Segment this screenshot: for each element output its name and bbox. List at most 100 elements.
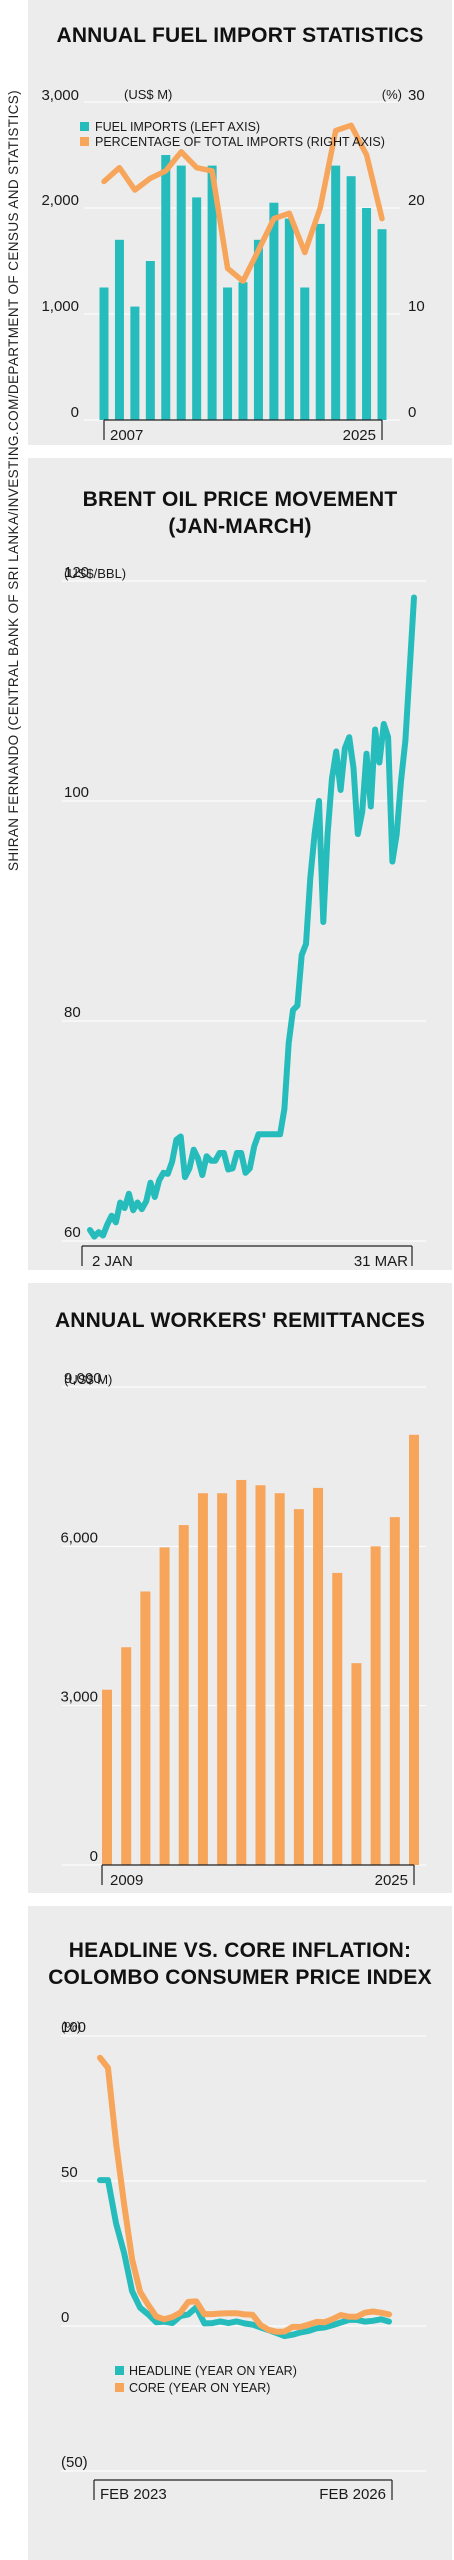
bar-remittances (255, 1485, 266, 1865)
y-axis-tick-label: 50 (61, 2164, 78, 2181)
legend-label-core: CORE (YEAR ON YEAR) (129, 2381, 270, 2395)
x-axis-tick-label: 2007 (110, 427, 143, 444)
bar-remittances (351, 1663, 362, 1865)
bar-remittances (370, 1546, 381, 1865)
legend-label-percentage: PERCENTAGE OF TOTAL IMPORTS (RIGHT AXIS) (95, 135, 385, 149)
bar-fuel-imports (130, 306, 140, 420)
bar-fuel-imports (331, 165, 341, 420)
left-axis-tick-label: 3,000 (41, 87, 79, 104)
left-axis-tick-label: 0 (71, 404, 79, 421)
bar-fuel-imports (300, 287, 310, 420)
plot-area: 0 1,000 2,000 3,000 0 10 20 30 2007 2025 (41, 87, 424, 444)
legend-swatch-headline (115, 2366, 124, 2375)
y-axis-tick-label: 0 (61, 2309, 69, 2326)
chart-title-line-2: (JAN-MARCH) (168, 515, 311, 538)
bar-fuel-imports (114, 239, 124, 420)
y-axis-tick-label: 60 (64, 1224, 81, 1241)
bar-remittances (159, 1547, 170, 1865)
line-headline-inflation (97, 2177, 392, 2340)
x-axis-tick-label: 31 MAR (354, 1253, 408, 1270)
bar-remittances (389, 1517, 400, 1865)
brent-oil-chart: BRENT OIL PRICE MOVEMENT (JAN-MARCH) (US… (62, 488, 426, 1270)
y-axis-tick-label: 80 (64, 1004, 81, 1021)
bar-fuel-imports (284, 218, 294, 420)
y-axis-tick-label: 9,000 (64, 1370, 102, 1387)
chart-title-line-1: BRENT OIL PRICE MOVEMENT (83, 488, 398, 511)
x-axis-tick-label: 2009 (110, 1872, 143, 1889)
inflation-chart: HEADLINE VS. CORE INFLATION: COLOMBO CON… (48, 1939, 432, 2503)
x-axis-tick-label: FEB 2023 (100, 2486, 167, 2503)
legend-swatch-percentage (80, 137, 89, 146)
left-axis-tick-label: 2,000 (41, 192, 79, 209)
bar-remittances (217, 1493, 228, 1865)
x-axis-tick-label: 2025 (343, 427, 376, 444)
bar-fuel-imports (362, 208, 372, 420)
y-axis-tick-label: 100 (64, 784, 89, 801)
bar-fuel-imports (192, 197, 202, 420)
bar-remittances (140, 1591, 151, 1865)
source-credit: SHIRAN FERNANDO (CENTRAL BANK OF SRI LAN… (6, 89, 21, 871)
chart-title-line-1: HEADLINE VS. CORE INFLATION: (69, 1939, 411, 1962)
plot-area: 60 80 100 120 2 JAN 31 MAR (62, 564, 426, 1270)
line-core-inflation (97, 2054, 392, 2335)
y-axis-tick-label: 6,000 (60, 1529, 98, 1546)
bar-fuel-imports (99, 287, 109, 420)
bar-remittances (313, 1487, 324, 1865)
y-axis-unit: (US$ M) (64, 1372, 112, 1387)
fuel-import-chart: ANNUAL FUEL IMPORT STATISTICS (US$ M) (%… (41, 24, 424, 444)
inflation-chart-panel: HEADLINE VS. CORE INFLATION: COLOMBO CON… (28, 1906, 452, 2560)
legend: FUEL IMPORTS (LEFT AXIS) PERCENTAGE OF T… (80, 120, 385, 149)
right-axis-tick-label: 0 (408, 404, 416, 421)
remittances-chart: ANNUAL WORKERS' REMITTANCES (US$ M) 0 3,0… (55, 1309, 426, 1889)
y-axis-tick-label: 100 (61, 2019, 86, 2036)
bar-fuel-imports (377, 229, 387, 420)
bar-remittances (197, 1493, 208, 1865)
bar-fuel-imports (223, 287, 233, 420)
plot-area: 0 3,000 6,000 9,000 2009 2025 (60, 1370, 426, 1889)
bar-fuel-imports (253, 239, 263, 420)
bar-remittances (102, 1689, 112, 1865)
line-brent-price (87, 594, 417, 1240)
x-axis-tick-label: 2 JAN (92, 1253, 133, 1270)
chart-title: ANNUAL WORKERS' REMITTANCES (55, 1309, 425, 1332)
legend-swatch-core (115, 2383, 124, 2392)
bar-remittances (274, 1493, 285, 1865)
remittances-chart-panel: ANNUAL WORKERS' REMITTANCES (US$ M) 0 3,0… (28, 1283, 452, 1893)
legend-swatch-fuel-imports (80, 122, 89, 131)
chart-title-line-2: COLOMBO CONSUMER PRICE INDEX (48, 1966, 432, 1989)
legend-label-headline: HEADLINE (YEAR ON YEAR) (129, 2364, 297, 2378)
y-axis-unit: (%) (61, 2019, 81, 2034)
left-axis-tick-label: 1,000 (41, 298, 79, 315)
bar-remittances (236, 1479, 247, 1865)
plot-area: (50) 0 50 100 FEB 2023 FEB 2026 (61, 2019, 426, 2503)
fuel-import-chart-panel: ANNUAL FUEL IMPORT STATISTICS (US$ M) (%… (28, 0, 452, 445)
y-axis-tick-label: 0 (90, 1848, 98, 1865)
y-axis-tick-label: 120 (64, 564, 89, 581)
right-axis-tick-label: 20 (408, 192, 425, 209)
bar-remittances (121, 1647, 132, 1865)
bar-fuel-imports (145, 261, 155, 420)
bar-fuel-imports (207, 165, 217, 420)
y-axis-unit: (US$/BBL) (64, 566, 126, 581)
legend-label-fuel-imports: FUEL IMPORTS (LEFT AXIS) (95, 120, 260, 134)
right-axis-tick-label: 10 (408, 298, 425, 315)
x-axis-tick-label: 2025 (375, 1872, 408, 1889)
bar-remittances (293, 1509, 304, 1865)
right-axis-unit: (%) (382, 87, 402, 102)
brent-oil-chart-panel: BRENT OIL PRICE MOVEMENT (JAN-MARCH) (US… (28, 458, 452, 1270)
bar-fuel-imports (238, 282, 248, 420)
chart-title: ANNUAL FUEL IMPORT STATISTICS (56, 24, 423, 47)
y-axis-tick-label: (50) (61, 2454, 88, 2471)
right-axis-tick-label: 30 (408, 87, 425, 104)
line-percentage-of-imports (101, 122, 385, 284)
bar-fuel-imports (269, 202, 279, 420)
bar-remittances (332, 1572, 343, 1865)
bar-fuel-imports (161, 155, 171, 420)
bar-fuel-imports (315, 223, 325, 420)
bar-remittances (178, 1525, 189, 1865)
bar-fuel-imports (176, 165, 186, 420)
x-axis-tick-label: FEB 2026 (319, 2486, 386, 2503)
bar-fuel-imports (346, 176, 356, 420)
left-axis-unit: (US$ M) (124, 87, 172, 102)
bar-remittances (409, 1434, 419, 1865)
